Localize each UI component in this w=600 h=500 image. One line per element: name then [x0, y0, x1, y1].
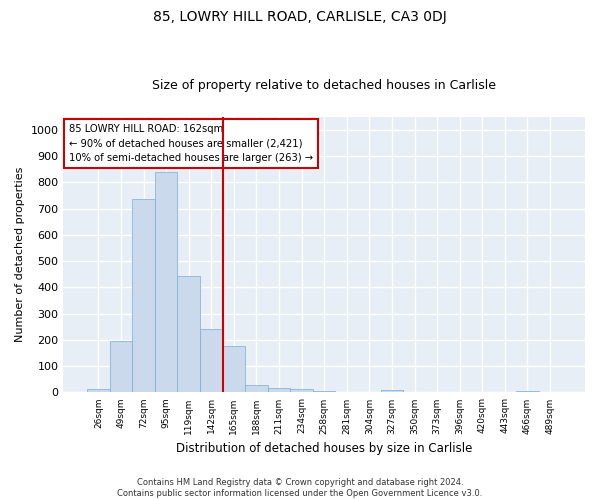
Bar [200, 330, 223, 392]
Text: Contains HM Land Registry data © Crown copyright and database right 2024.
Contai: Contains HM Land Registry data © Crown c… [118, 478, 482, 498]
Bar [268, 388, 290, 392]
Bar [516, 391, 539, 392]
Bar [380, 390, 403, 392]
Y-axis label: Number of detached properties: Number of detached properties [15, 167, 25, 342]
Title: Size of property relative to detached houses in Carlisle: Size of property relative to detached ho… [152, 79, 496, 92]
Text: 85 LOWRY HILL ROAD: 162sqm
← 90% of detached houses are smaller (2,421)
10% of s: 85 LOWRY HILL ROAD: 162sqm ← 90% of deta… [68, 124, 313, 164]
Bar [155, 172, 178, 392]
Bar [87, 390, 110, 392]
Bar [223, 346, 245, 393]
Bar [313, 391, 335, 392]
Bar [110, 341, 132, 392]
Text: 85, LOWRY HILL ROAD, CARLISLE, CA3 0DJ: 85, LOWRY HILL ROAD, CARLISLE, CA3 0DJ [153, 10, 447, 24]
X-axis label: Distribution of detached houses by size in Carlisle: Distribution of detached houses by size … [176, 442, 472, 455]
Bar [178, 276, 200, 392]
Bar [132, 200, 155, 392]
Bar [245, 384, 268, 392]
Bar [290, 389, 313, 392]
